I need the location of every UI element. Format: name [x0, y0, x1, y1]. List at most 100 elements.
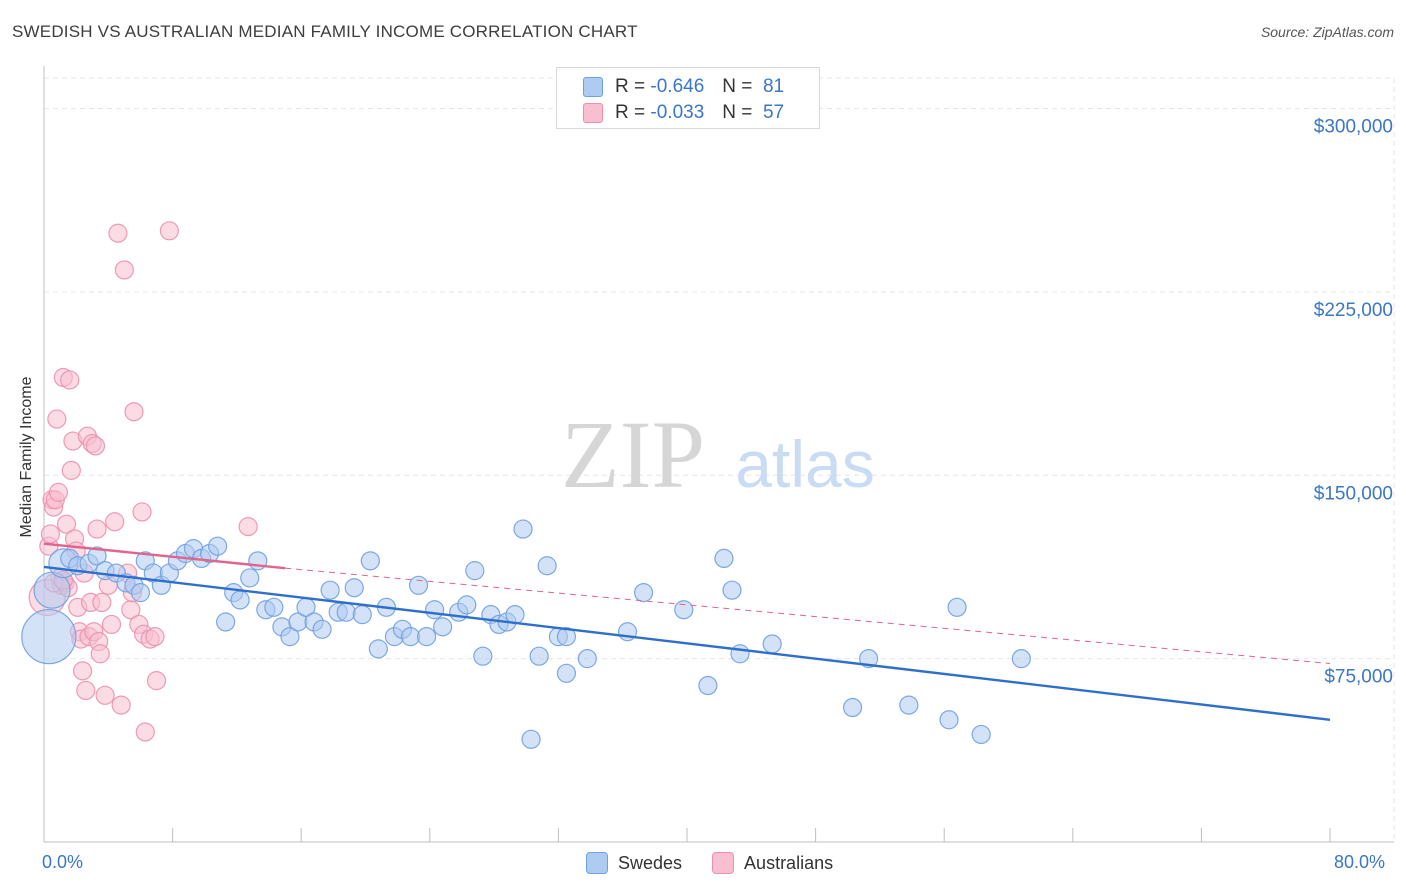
swedes-point-69 — [698, 675, 718, 696]
swedes-point-58 — [513, 519, 533, 539]
legend-r-label: R = — [615, 76, 646, 97]
australians-point-39 — [108, 223, 128, 243]
swedes-point-0 — [21, 609, 77, 665]
watermark-atlas: atlas — [735, 427, 874, 501]
swedes-point-49 — [433, 617, 453, 637]
swedes-point-60 — [529, 646, 549, 666]
australians-point-47 — [132, 502, 152, 522]
swedes-point-78 — [947, 597, 967, 617]
correlation-legend: R = -0.646 N = 81 R = -0.033 N = 57 — [556, 67, 820, 129]
swedes-point-25 — [240, 568, 260, 588]
australians-legend-swatch — [712, 852, 735, 874]
source-label: Source: ZipAtlas.com — [1260, 24, 1394, 40]
swedes-point-40 — [360, 551, 380, 571]
legend-row-australians: R = -0.033 N = 57 — [583, 101, 784, 125]
legend-label-australians: Australians — [744, 852, 834, 873]
y-tick-label-3: $300,000 — [1314, 117, 1393, 138]
legend-n-value: 57 — [762, 102, 785, 123]
legend-r-label: R = — [615, 102, 646, 123]
axes — [43, 66, 1394, 843]
watermark: ZIP atlas — [561, 401, 875, 508]
swedes-point-46 — [408, 575, 429, 595]
swedes-legend-swatch — [586, 852, 608, 874]
australians-point-14 — [60, 370, 80, 390]
australians-point-15 — [61, 460, 81, 480]
australians-point-35 — [95, 685, 115, 705]
australians-point-22 — [72, 661, 93, 681]
chart-title: SWEDISH VS AUSTRALIAN MEDIAN FAMILY INCO… — [12, 22, 638, 41]
swedes-point-59 — [521, 729, 541, 749]
swedes-point-57 — [505, 605, 525, 625]
swedes-point-77 — [939, 710, 959, 730]
australians-point-12 — [56, 514, 77, 534]
y-tick-label-2: $225,000 — [1314, 300, 1393, 321]
swedes-point-48 — [425, 600, 445, 620]
swedes-point-39 — [352, 605, 372, 625]
australians-point-53 — [159, 221, 179, 241]
swedes-point-64 — [556, 663, 577, 683]
australians-point-33 — [90, 644, 110, 664]
swedes-point-22 — [216, 612, 236, 632]
swedes-point-35 — [320, 580, 340, 600]
swedes-point-71 — [722, 580, 742, 600]
australians-point-40 — [111, 695, 131, 715]
series-legend: Swedes Australians — [586, 852, 863, 874]
swedes-point-70 — [714, 548, 734, 569]
legend-row-swedes: R = -0.646 N = 81 — [583, 75, 784, 99]
swedes-points — [21, 519, 1031, 749]
swedes-point-61 — [537, 556, 557, 576]
swedes-point-28 — [264, 597, 284, 617]
legend-r-value: -0.033 — [650, 102, 705, 123]
grid-lines — [44, 77, 1395, 842]
swedes-point-76 — [899, 695, 919, 715]
australians-point-38 — [105, 512, 125, 532]
australians-trend-line — [43, 542, 286, 570]
swedes-point-24 — [230, 590, 250, 610]
swedes-swatch — [583, 77, 603, 97]
australians-swatch — [583, 103, 603, 123]
legend-n-label: N = — [722, 76, 753, 97]
swedes-point-74 — [842, 697, 863, 718]
legend-r-value: -0.646 — [650, 76, 705, 97]
swedes-point-47 — [416, 627, 437, 647]
swedes-point-34 — [312, 619, 332, 639]
australians-point-2 — [40, 524, 61, 544]
legend-n-value: 81 — [762, 76, 785, 97]
australians-point-6 — [47, 409, 67, 429]
swedes-point-30 — [280, 627, 300, 647]
swedes-point-73 — [762, 634, 782, 654]
legend-item-swedes: Swedes — [586, 852, 682, 874]
swedes-point-80 — [1011, 649, 1031, 669]
y-tick-label-0: $75,000 — [1324, 667, 1393, 688]
swedes-point-75 — [859, 649, 879, 669]
swedes-point-45 — [400, 627, 421, 647]
australians-point-45 — [124, 402, 144, 422]
swedes-point-37 — [336, 602, 356, 622]
australians-point-34 — [92, 592, 112, 613]
swedes-point-65 — [577, 649, 597, 669]
australians-point-41 — [114, 260, 134, 280]
australians-point-37 — [101, 614, 122, 635]
australians-point-51 — [145, 627, 165, 647]
swedes-point-51 — [457, 595, 477, 615]
swedes-point-21 — [208, 536, 228, 556]
swedes-point-63 — [556, 627, 577, 647]
y-tick-label-1: $150,000 — [1314, 483, 1393, 504]
australians-point-24 — [76, 680, 96, 701]
australians-point-49 — [135, 722, 155, 742]
australians-points — [28, 221, 258, 742]
swedes-point-11 — [130, 583, 151, 603]
x-tick-label-min: 0.0% — [42, 852, 84, 872]
swedes-point-79 — [971, 724, 991, 745]
swedes-point-53 — [473, 646, 493, 666]
swedes-point-72 — [730, 644, 750, 664]
swedes-point-52 — [465, 561, 485, 581]
x-tick-label-max: 80.0% — [1334, 852, 1386, 872]
australians-trend-line-extrapolated — [285, 567, 1331, 665]
australians-point-52 — [146, 671, 167, 691]
trend-lines — [43, 542, 1331, 721]
swedes-trend-line — [43, 565, 1331, 721]
swedes-point-67 — [633, 583, 654, 603]
australians-point-30 — [85, 436, 106, 456]
